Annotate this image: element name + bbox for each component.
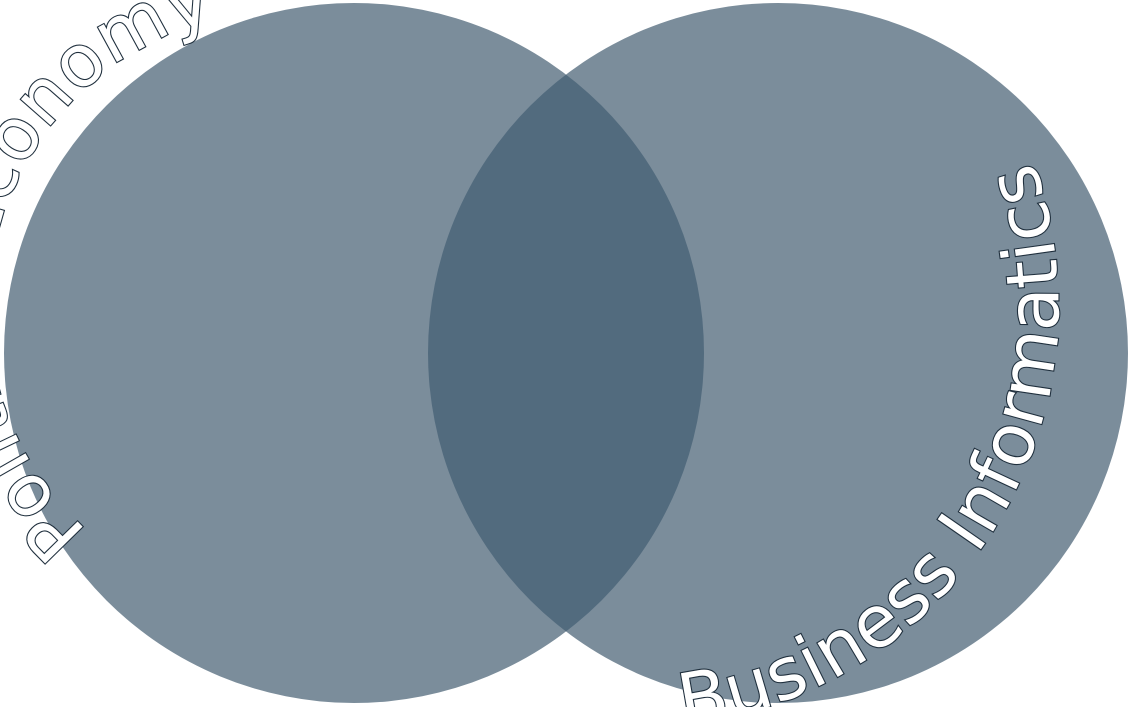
- overlap-region: [428, 3, 704, 703]
